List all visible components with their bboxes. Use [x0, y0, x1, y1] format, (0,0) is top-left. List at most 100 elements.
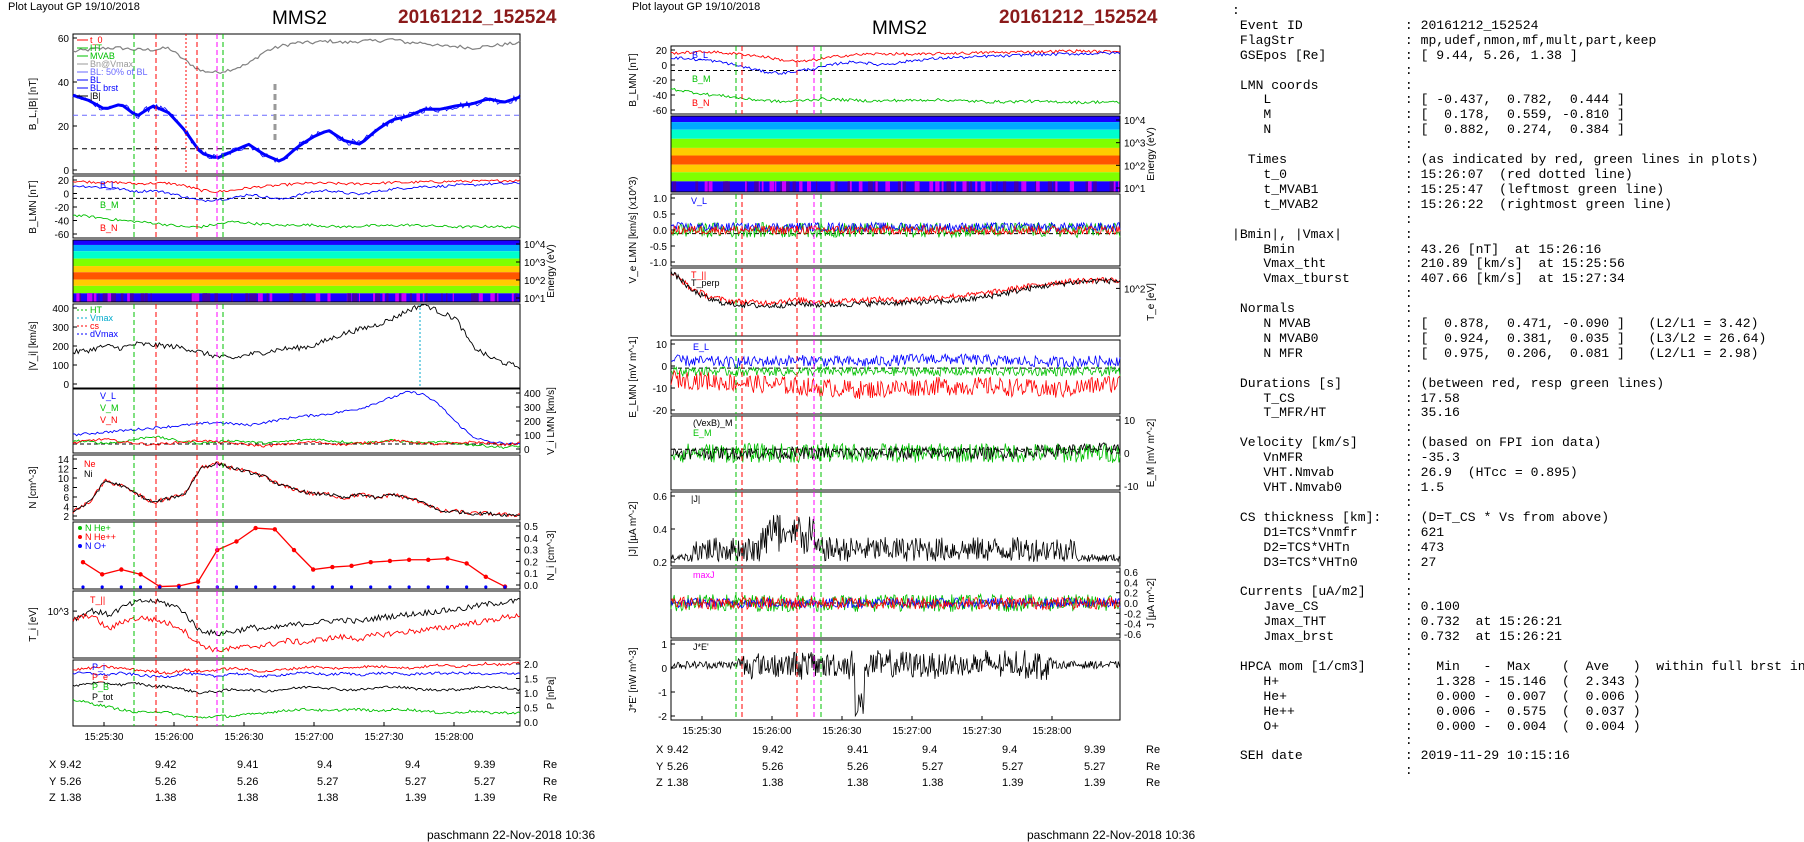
left-p1-ylabel: B_L,|B| [nT]	[28, 78, 39, 131]
series-label-t-par: T_||	[691, 270, 706, 280]
series-line-ni	[72, 461, 521, 518]
spectrogram-noise	[315, 293, 321, 302]
spectrogram-noise	[144, 293, 148, 302]
spectrogram-noise	[799, 181, 802, 192]
spectrogram-noise	[975, 181, 978, 192]
legend-label: N He++	[85, 532, 116, 542]
ephemeris-unit: Re	[1146, 760, 1161, 773]
spectrogram-noise	[191, 293, 195, 302]
ephemeris-cell: 9.42	[762, 744, 784, 756]
series-label-vl: V_L	[100, 391, 116, 401]
left-p4-tick-label: 200	[52, 342, 69, 353]
spectrogram-band	[671, 155, 1120, 165]
series-label-maxj: maxJ	[693, 570, 715, 580]
mid-p9-tick-label: 0	[661, 664, 667, 675]
data-point-he-plus-plus	[426, 557, 431, 562]
spectrogram-noise	[754, 181, 759, 192]
series-line-t_perp	[670, 270, 1121, 309]
spectrogram-noise	[395, 293, 399, 302]
ephemeris-cell: 5.27	[405, 775, 427, 788]
spectrogram-noise	[98, 293, 100, 302]
mid-p9-tick-label: 1	[661, 640, 667, 651]
mid-p3-tick-label: -1.0	[650, 258, 668, 269]
left-p3-ylabel: Energy (eV)	[546, 244, 557, 297]
mid-p5-ylabel: E_LMN [mV m^-1]	[628, 336, 639, 418]
mid-p4-ylabel: T_e [eV]	[1146, 283, 1157, 321]
spectrogram-noise	[980, 181, 986, 192]
mid-p5-tick-label: -10	[653, 384, 668, 395]
series-label-t-par: T_||	[90, 595, 105, 605]
middle-panel-b-lmn	[670, 45, 1121, 115]
data-point-he-plus-plus	[272, 527, 278, 532]
series-line-bl	[72, 93, 521, 163]
ephemeris-cell: 1.39	[405, 792, 427, 804]
spectrogram-noise	[781, 181, 787, 192]
data-point-he-plus-plus	[234, 539, 239, 544]
data-point-o-plus	[407, 585, 411, 589]
ephemeris-unit: Re	[543, 775, 558, 788]
mid-p6-ylabel: E_M [mV m^-2]	[1146, 418, 1157, 487]
left-p3-tick-label: 10^1	[524, 294, 546, 305]
spectrogram-noise	[87, 293, 92, 302]
data-point-he-plus-plus	[253, 525, 258, 531]
legend-label: P_e	[92, 672, 108, 682]
legend-label: cs	[90, 321, 100, 331]
spectrogram-noise	[92, 293, 94, 302]
mid-p9-tick-label: -2	[658, 712, 667, 723]
spectrogram-noise	[111, 293, 117, 302]
middle-event-title: 20161212_152524	[999, 7, 1158, 28]
legend-label: |B|	[90, 91, 101, 101]
spectrogram-noise	[378, 293, 381, 302]
data-point-he-plus-plus	[138, 572, 143, 577]
data-point-he-plus-plus	[464, 561, 469, 566]
middle-electron-spectrogram	[671, 116, 1120, 192]
series-label-bl: B_L	[100, 180, 116, 190]
left-p2-tick-label: -60	[55, 230, 70, 241]
left-panel-ion-temperature	[72, 590, 521, 659]
mid-p1-tick-label: -60	[653, 106, 668, 117]
data-point-o-plus	[426, 585, 430, 589]
left-p8-ylabel: T_i [eV]	[28, 607, 39, 642]
left-p1-tick-label: 20	[58, 122, 70, 133]
data-point-o-plus	[177, 585, 181, 589]
spectrogram-noise	[382, 293, 385, 302]
spectrogram-noise	[102, 293, 108, 302]
left-p7-tick-label: 0.5	[524, 522, 538, 533]
series-line-jl	[670, 595, 1121, 611]
left-p7-tick-label: 0.1	[524, 569, 538, 580]
data-point-o-plus	[445, 585, 450, 589]
legend-label: Vmax	[90, 313, 114, 323]
ephemeris-row-label: Y	[656, 760, 664, 773]
spectrogram-noise	[1109, 181, 1114, 192]
middle-panel-electron-energy	[670, 115, 1121, 193]
mid-p2-tick-label: 10^2	[1124, 161, 1146, 172]
ephemeris-cell: 5.27	[922, 760, 944, 773]
x-tick-label: 15:26:30	[225, 732, 264, 743]
ephemeris-unit: Re	[543, 792, 558, 804]
x-tick-label: 15:25:30	[85, 732, 124, 743]
left-p7-ylabel: N_i [cm^-3]	[546, 530, 557, 580]
mid-p3-tick-label: -0.5	[650, 242, 668, 253]
spectrogram-band	[73, 240, 520, 245]
spectrogram-noise	[937, 181, 940, 192]
spectrogram-noise	[352, 293, 358, 302]
series-line-vm	[670, 221, 1121, 239]
spectrogram-noise	[245, 293, 249, 302]
data-point-he-plus-plus	[119, 567, 124, 572]
spectrogram-noise	[301, 293, 306, 302]
legend-label: HT	[90, 305, 102, 315]
spectrogram-noise	[875, 181, 878, 192]
legend-label: Bn@Vmax	[90, 59, 134, 69]
ephemeris-cell: 9.39	[1084, 744, 1106, 756]
series-line-bm	[72, 181, 521, 203]
left-p9-ylabel: P [nPa]	[546, 676, 557, 709]
ephemeris-cell: 1.38	[237, 792, 259, 804]
data-point-he-plus-plus	[387, 558, 393, 564]
series-label-em: E_M	[693, 428, 712, 438]
spectrogram-noise	[231, 293, 233, 302]
middle-panel-j-dot-e	[670, 639, 1121, 721]
spectrogram-noise	[962, 181, 967, 192]
spectrogram-noise	[761, 181, 764, 192]
ephemeris-cell: 1.38	[667, 777, 689, 789]
left-footer: paschmann 22-Nov-2018 10:36	[427, 828, 596, 842]
